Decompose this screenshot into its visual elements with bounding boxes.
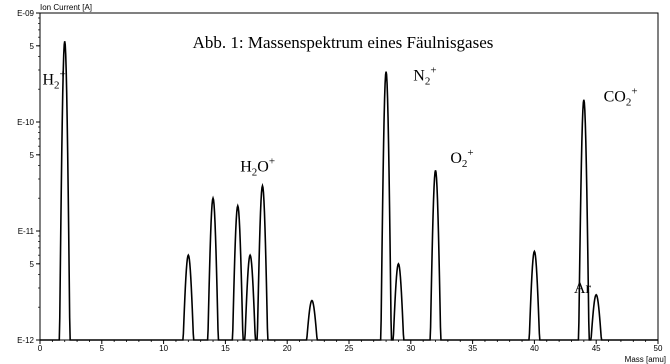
peak-label: N2+ [413,65,436,88]
chart-title: Abb. 1: Massenspektrum eines Fäulnisgase… [193,33,494,52]
x-tick-label: 40 [530,344,539,353]
y-tick-label: E-11 [18,227,35,236]
peak-label: Ar [574,280,592,297]
x-axis-label: Mass [amu] [625,355,666,364]
y-tick-label: E-12 [17,336,34,345]
x-tick-label: 25 [345,344,354,353]
x-tick-label: 0 [38,344,43,353]
y-tick-label: 5 [30,42,35,51]
peak-label: CO2+ [604,85,638,108]
x-tick-label: 10 [159,344,168,353]
x-tick-label: 45 [592,344,601,353]
x-tick-label: 5 [100,344,105,353]
plot-frame [39,12,659,341]
y-tick-label: E-10 [17,118,34,127]
y-tick-label: 5 [30,260,35,269]
spectrum-curve [40,41,658,341]
x-tick-label: 15 [221,344,230,353]
peak-label: H2+ [42,69,65,92]
peak-label: H2O+ [240,156,275,179]
y-tick-label: 5 [30,151,35,160]
x-tick-label: 20 [283,344,292,353]
x-tick-label: 30 [406,344,415,353]
y-tick-label: E-09 [17,9,34,18]
x-tick-label: 35 [468,344,477,353]
peak-label: O2+ [450,147,473,170]
y-axis-label: Ion Current [A] [40,3,92,12]
x-tick-label: 50 [654,344,663,353]
